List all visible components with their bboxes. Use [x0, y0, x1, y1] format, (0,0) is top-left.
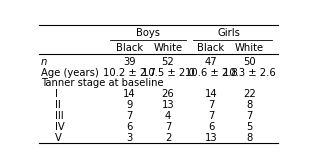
Text: 7: 7 — [246, 111, 252, 121]
Text: Age (years): Age (years) — [41, 67, 99, 78]
Text: 3: 3 — [126, 133, 133, 143]
Text: Girls: Girls — [218, 28, 240, 38]
Text: 52: 52 — [162, 57, 174, 67]
Text: 22: 22 — [243, 89, 256, 99]
Text: White: White — [235, 43, 264, 53]
Text: V: V — [55, 133, 62, 143]
Text: 10.3 ± 2.6: 10.3 ± 2.6 — [223, 67, 276, 78]
Text: 14: 14 — [205, 89, 217, 99]
Text: 8: 8 — [246, 133, 252, 143]
Text: 10.5 ± 2.0: 10.5 ± 2.0 — [142, 67, 194, 78]
Text: 5: 5 — [246, 122, 252, 132]
Text: III: III — [55, 111, 64, 121]
Text: 9: 9 — [126, 100, 133, 110]
Text: 7: 7 — [208, 100, 214, 110]
Text: 7: 7 — [208, 111, 214, 121]
Text: IV: IV — [55, 122, 65, 132]
Text: Boys: Boys — [136, 28, 159, 38]
Text: 8: 8 — [246, 100, 252, 110]
Text: 13: 13 — [205, 133, 217, 143]
Text: 7: 7 — [126, 111, 133, 121]
Text: 50: 50 — [243, 57, 256, 67]
Text: 13: 13 — [162, 100, 174, 110]
Text: 6: 6 — [208, 122, 214, 132]
Text: 2: 2 — [165, 133, 171, 143]
Text: 4: 4 — [165, 111, 171, 121]
Text: Black: Black — [197, 43, 225, 53]
Text: 10.6 ± 2.8: 10.6 ± 2.8 — [185, 67, 237, 78]
Text: 10.2 ± 2.7: 10.2 ± 2.7 — [103, 67, 156, 78]
Text: 14: 14 — [123, 89, 136, 99]
Text: White: White — [153, 43, 183, 53]
Text: n: n — [41, 57, 47, 67]
Text: 47: 47 — [205, 57, 217, 67]
Text: 39: 39 — [123, 57, 136, 67]
Text: 26: 26 — [162, 89, 174, 99]
Text: I: I — [55, 89, 58, 99]
Text: II: II — [55, 100, 61, 110]
Text: 6: 6 — [126, 122, 133, 132]
Text: Tanner stage at baseline: Tanner stage at baseline — [41, 78, 164, 89]
Text: Black: Black — [116, 43, 143, 53]
Text: 7: 7 — [165, 122, 171, 132]
